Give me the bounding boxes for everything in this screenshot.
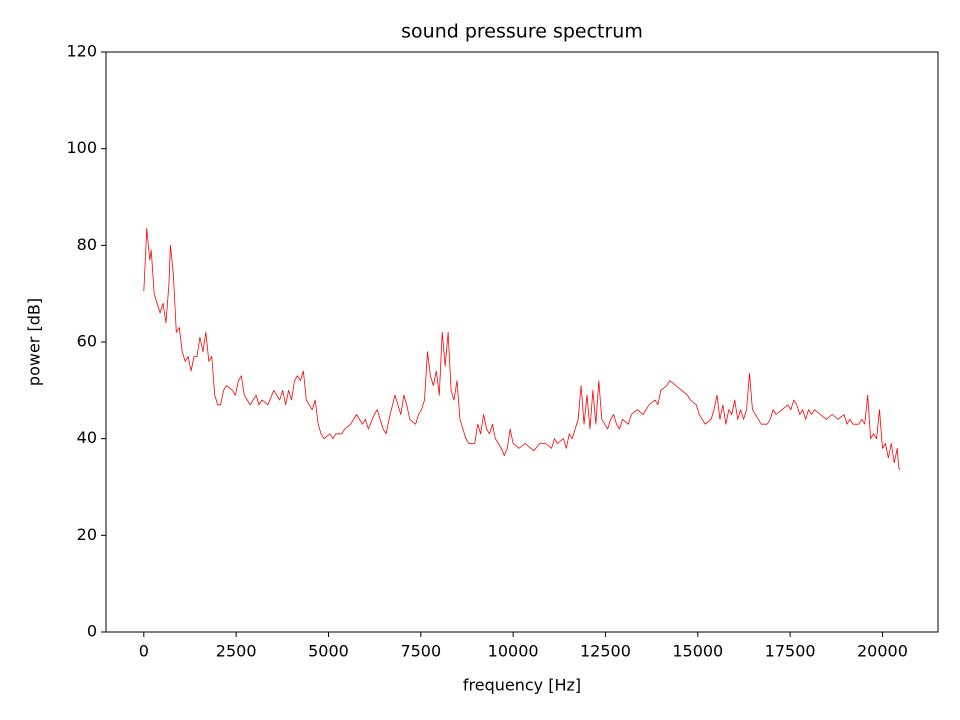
- x-tick-label: 12500: [580, 642, 631, 661]
- x-tick-label: 10000: [488, 642, 539, 661]
- y-tick-label: 80: [77, 235, 97, 254]
- line: [143, 228, 901, 471]
- x-tick-label: 0: [139, 642, 149, 661]
- y-tick-label: 120: [66, 42, 97, 61]
- x-tick-label: 5000: [308, 642, 349, 661]
- x-tick-label: 17500: [765, 642, 816, 661]
- x-tick-label: 2500: [216, 642, 257, 661]
- x-tick-label: 15000: [672, 642, 723, 661]
- chart-title: sound pressure spectrum: [401, 21, 643, 43]
- y-tick-label: 0: [87, 622, 97, 641]
- x-axis-label: frequency [Hz]: [463, 676, 581, 695]
- plot-frame: [105, 51, 939, 633]
- y-tick-label: 20: [77, 525, 97, 544]
- x-tick-label: 7500: [400, 642, 441, 661]
- x-tick-label: 20000: [857, 642, 908, 661]
- y-tick-label: 60: [77, 332, 97, 351]
- y-axis-label: power [dB]: [25, 298, 44, 386]
- y-tick-label: 100: [66, 138, 97, 157]
- y-tick-label: 40: [77, 428, 97, 447]
